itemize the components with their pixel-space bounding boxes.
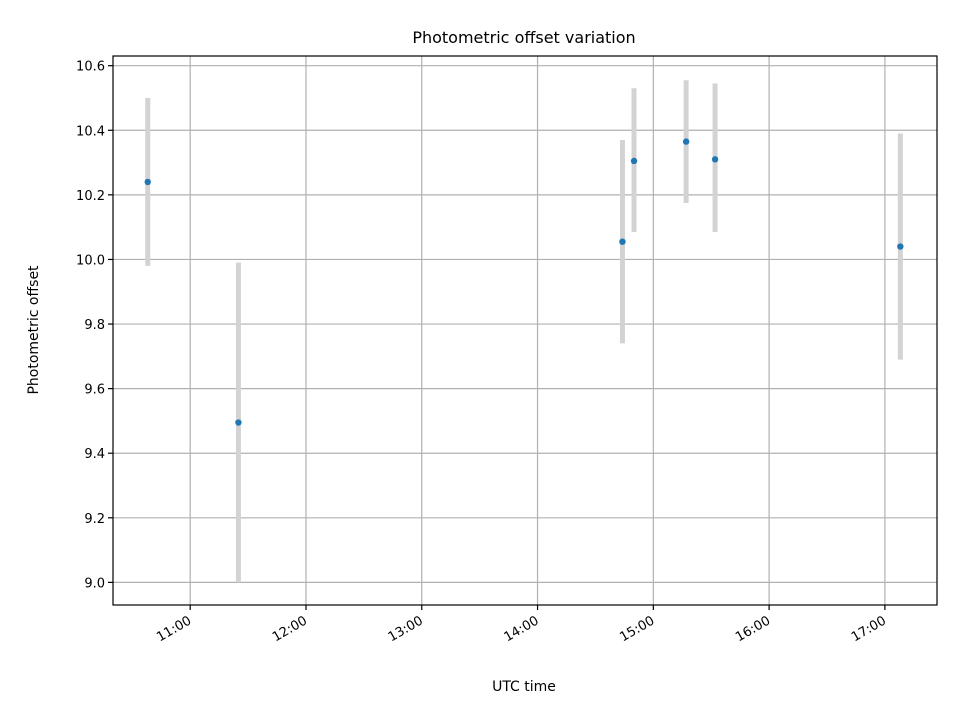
x-tick-label: 14:00	[502, 613, 542, 645]
data-point	[630, 157, 638, 165]
y-tick-label: 9.6	[84, 383, 105, 398]
x-tick-label: 11:00	[154, 613, 194, 645]
x-axis-ticks: 11:00 12:00 13:00 14:00 15:00 16:00 17:00	[154, 605, 889, 645]
y-tick-label: 10.6	[76, 60, 105, 75]
data-point	[711, 156, 719, 163]
chart-title: Photometric offset variation	[412, 28, 635, 47]
y-tick-label: 9.4	[84, 447, 105, 462]
y-tick-label: 9.8	[84, 318, 105, 333]
x-axis-label: UTC time	[492, 679, 556, 695]
x-tick-label: 15:00	[617, 613, 657, 645]
x-tick-label: 16:00	[733, 613, 773, 645]
data-point	[235, 419, 242, 426]
y-axis-ticks: 9.0 9.2 9.4 9.6 9.8 10.0 10.2 10.4 10.6	[76, 60, 113, 591]
x-tick-label: 12:00	[270, 613, 310, 645]
y-axis-label: Photometric offset	[26, 265, 42, 395]
y-tick-label: 9.2	[84, 512, 105, 527]
x-tick-label: 17:00	[849, 613, 889, 645]
data-points	[144, 138, 904, 426]
grid-lines	[113, 56, 937, 605]
data-point	[619, 238, 626, 245]
error-bars	[145, 80, 903, 583]
y-tick-label: 10.0	[76, 253, 105, 268]
data-point	[897, 243, 904, 250]
y-tick-label: 10.2	[76, 189, 105, 204]
data-point	[144, 178, 151, 186]
data-point	[682, 138, 690, 145]
y-tick-label: 10.4	[76, 124, 105, 139]
y-tick-label: 9.0	[84, 576, 105, 591]
plot-frame	[112, 55, 938, 606]
x-tick-label: 13:00	[386, 613, 426, 645]
